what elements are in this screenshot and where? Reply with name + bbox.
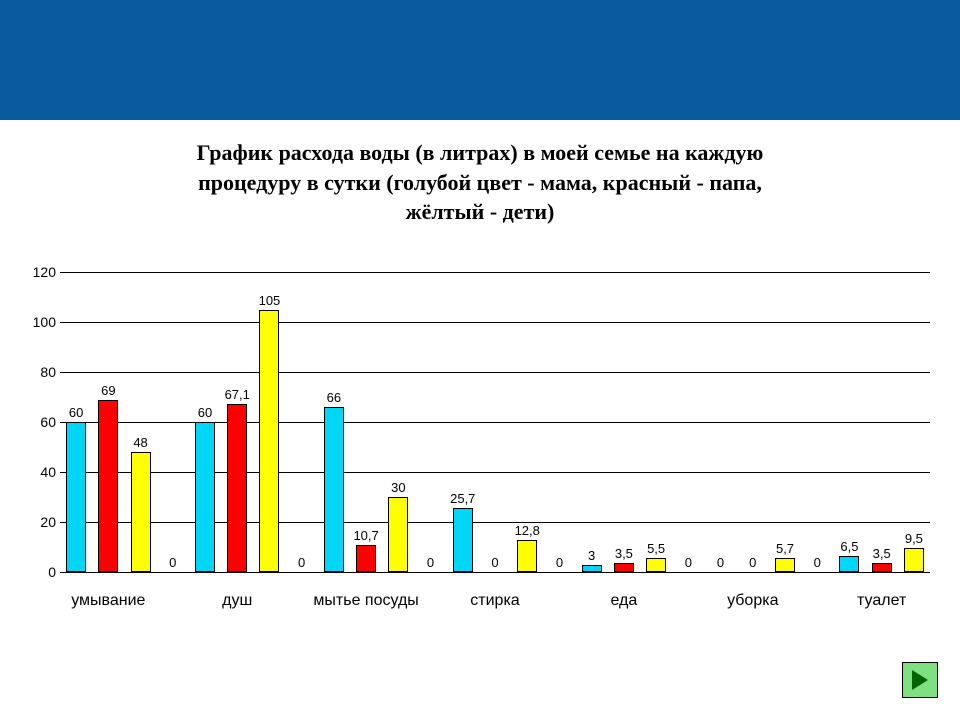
- y-tick-label: 60: [22, 414, 56, 430]
- bar: [839, 556, 859, 572]
- y-tick-label: 40: [22, 464, 56, 480]
- category-label: уборка: [727, 572, 778, 610]
- bar-value-label: 0: [814, 555, 821, 570]
- bar: [195, 422, 215, 572]
- bar-value-label: 0: [491, 555, 498, 570]
- y-tick-label: 120: [22, 264, 56, 280]
- bar-value-label: 3,5: [615, 546, 633, 561]
- bar: [227, 404, 247, 572]
- category-label: стирка: [470, 572, 519, 610]
- bar-value-label: 0: [169, 555, 176, 570]
- bar-value-label: 9,5: [905, 531, 923, 546]
- category-label: туалет: [857, 572, 906, 610]
- bar: [98, 400, 118, 573]
- bar: [259, 310, 279, 573]
- bar-value-label: 105: [259, 293, 281, 308]
- bar: [453, 508, 473, 572]
- water-usage-chart: 0 20 40 60 80 100 120 60 69 48 0 умывание 60 67,1 105 0…: [20, 262, 940, 622]
- bar-value-label: 0: [556, 555, 563, 570]
- bar-value-label: 30: [391, 480, 405, 495]
- bar: [646, 558, 666, 572]
- bar: [517, 540, 537, 572]
- y-tick-label: 20: [22, 514, 56, 530]
- category-label: мытье посуды: [313, 572, 418, 610]
- bar-value-label: 60: [69, 405, 83, 420]
- bar: [131, 452, 151, 572]
- bar-value-label: 25,7: [450, 491, 475, 506]
- bar-value-label: 3: [588, 548, 595, 563]
- bar: [582, 565, 602, 573]
- title-line-3: жёлтый - дети): [406, 199, 555, 224]
- bar-value-label: 5,5: [647, 541, 665, 556]
- bar: [388, 497, 408, 572]
- bar: [356, 545, 376, 572]
- category-label: умывание: [71, 572, 145, 610]
- grid-line: [60, 322, 930, 323]
- grid-line: [60, 472, 930, 473]
- bar-value-label: 0: [717, 555, 724, 570]
- category-label: еда: [610, 572, 637, 610]
- next-button[interactable]: [902, 662, 938, 698]
- play-icon: [912, 670, 928, 690]
- bar: [904, 548, 924, 572]
- y-tick-label: 80: [22, 364, 56, 380]
- bar: [775, 558, 795, 572]
- bar-value-label: 6,5: [840, 539, 858, 554]
- bar-value-label: 5,7: [776, 541, 794, 556]
- bar-value-label: 0: [685, 555, 692, 570]
- bar-value-label: 69: [101, 383, 115, 398]
- bar-value-label: 67,1: [225, 387, 250, 402]
- grid-line: [60, 372, 930, 373]
- bar-value-label: 3,5: [873, 546, 891, 561]
- bar-value-label: 10,7: [353, 528, 378, 543]
- bar: [66, 422, 86, 572]
- title-line-2: процедуру в сутки (голубой цвет - мама, …: [198, 170, 762, 195]
- plot-area: 0204060801001206069480умывание6067,11050…: [60, 272, 930, 572]
- bar: [872, 563, 892, 572]
- stage: График расхода воды (в литрах) в моей се…: [0, 0, 960, 720]
- grid-line: [60, 272, 930, 273]
- grid-line: [60, 422, 930, 423]
- grid-line: [60, 522, 930, 523]
- bar-value-label: 66: [327, 390, 341, 405]
- category-label: душ: [222, 572, 252, 610]
- bar-value-label: 0: [749, 555, 756, 570]
- y-tick-label: 0: [22, 564, 56, 580]
- bar: [614, 563, 634, 572]
- y-tick-label: 100: [22, 314, 56, 330]
- bar-value-label: 0: [298, 555, 305, 570]
- bar-value-label: 48: [133, 435, 147, 450]
- bar: [324, 407, 344, 572]
- bar-value-label: 12,8: [515, 523, 540, 538]
- title-line-1: График расхода воды (в литрах) в моей се…: [197, 140, 764, 165]
- bar-value-label: 60: [198, 405, 212, 420]
- header-band: [0, 0, 960, 120]
- chart-title: График расхода воды (в литрах) в моей се…: [0, 138, 960, 227]
- bar-value-label: 0: [427, 555, 434, 570]
